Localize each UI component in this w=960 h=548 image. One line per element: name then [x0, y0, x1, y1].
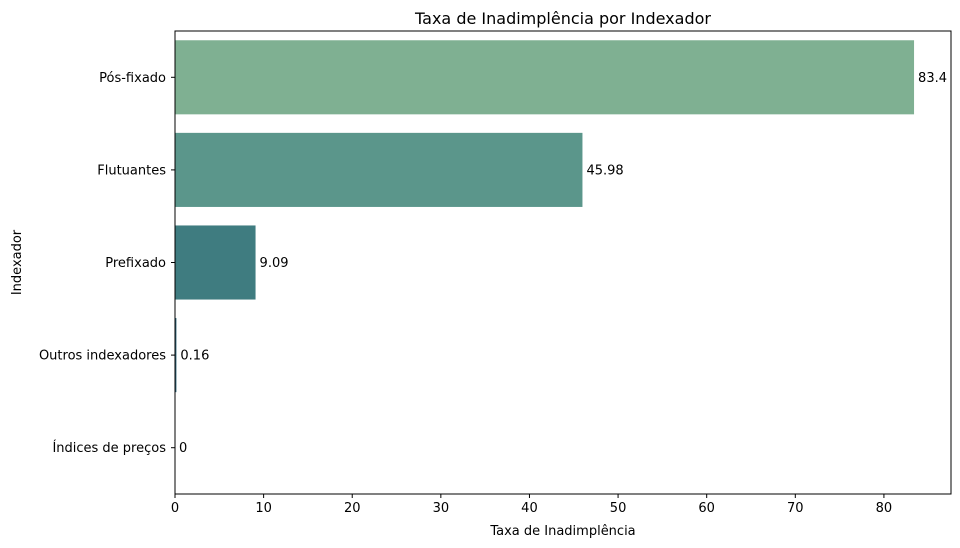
y-tick-label: Outros indexadores — [39, 349, 166, 364]
x-tick-label: 70 — [787, 501, 804, 516]
y-axis-label: Indexador — [10, 229, 25, 295]
x-tick-label: 80 — [876, 501, 893, 516]
data-label: 45.98 — [586, 163, 623, 178]
x-tick-label: 10 — [255, 501, 272, 516]
data-label: 0 — [179, 441, 187, 456]
x-tick-label: 50 — [610, 501, 627, 516]
x-axis-label: Taxa de Inadimplência — [489, 524, 635, 539]
data-label: 83.4 — [918, 71, 947, 86]
x-tick-label: 20 — [344, 501, 361, 516]
bars-layer — [175, 40, 915, 393]
bar — [175, 40, 915, 115]
bar — [175, 225, 256, 300]
y-tick-label: Pós-fixado — [99, 71, 166, 86]
x-axis: 0 10 20 30 40 50 60 70 80 — [171, 494, 892, 516]
y-axis: Pós-fixado Flutuantes Prefixado Outros inde… — [39, 71, 175, 456]
y-tick-label: Índices de preços — [52, 440, 166, 456]
bar — [175, 318, 177, 393]
data-label: 9.09 — [260, 256, 289, 271]
y-tick-label: Flutuantes — [97, 163, 166, 178]
x-tick-label: 40 — [521, 501, 538, 516]
chart-title: Taxa de Inadimplência por Indexador — [414, 9, 711, 28]
x-tick-label: 60 — [698, 501, 715, 516]
x-tick-label: 30 — [433, 501, 450, 516]
x-tick-label: 0 — [171, 501, 179, 516]
data-label: 0.16 — [180, 349, 209, 364]
data-labels-layer: 83.4 45.98 9.09 0.16 0 — [179, 71, 947, 456]
bar — [175, 132, 583, 207]
y-tick-label: Prefixado — [105, 256, 166, 271]
